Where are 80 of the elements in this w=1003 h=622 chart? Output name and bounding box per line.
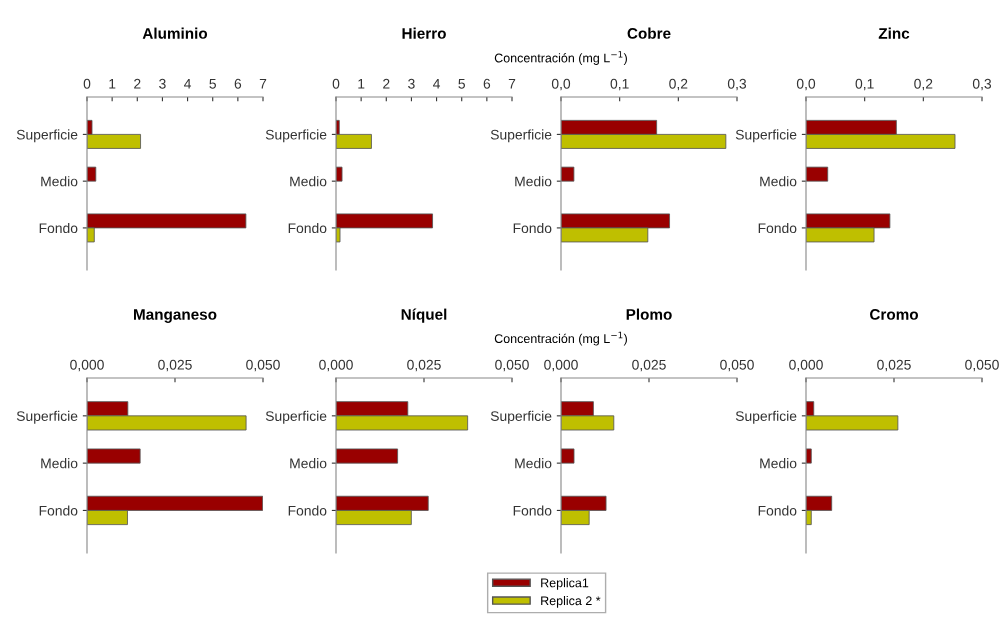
x-tick-label: 0,025: [407, 359, 441, 372]
bar: [561, 448, 575, 464]
bar: [336, 166, 343, 182]
x-tick-label: 0,025: [158, 359, 192, 372]
x-tick-label: 0,0: [551, 78, 571, 91]
chart-title: Hierro: [402, 27, 446, 39]
chart-title: Níquel: [401, 308, 447, 323]
x-tick-label: 0,1: [855, 78, 874, 91]
y-tick-label: Fondo: [513, 505, 552, 516]
x-tick-label: 0,2: [914, 78, 933, 91]
x-tick-label: 0,025: [877, 359, 911, 372]
x-tick-label: 0,3: [727, 78, 747, 91]
x-tick-label: 0,000: [70, 359, 104, 372]
x-axis-title: Concentración (mg L$^{−1}$): [494, 51, 627, 65]
y-tick-label: Fondo: [758, 505, 797, 516]
y-tick-label: Medio: [760, 176, 797, 187]
x-tick-label: 6: [234, 78, 242, 89]
y-tick-label: Fondo: [288, 222, 327, 234]
y-tick-label: Medio: [290, 458, 327, 469]
x-tick-label: 0,050: [720, 359, 754, 372]
legend-label: Replica1: [541, 578, 589, 590]
x-tick-label: 0,000: [544, 359, 578, 372]
y-tick-label: Superficie: [735, 129, 797, 143]
x-tick-label: 4: [184, 79, 192, 89]
y-tick-label: Superficie: [265, 129, 327, 143]
y-tick-label: Fondo: [513, 222, 552, 234]
bar: [806, 166, 829, 182]
x-tick-label: 0,0: [796, 78, 816, 91]
x-tick-label: 0: [83, 78, 91, 89]
chart-title: Aluminio: [142, 27, 208, 39]
x-tick-label: 0: [332, 78, 340, 89]
chart-title: Zinc: [878, 27, 910, 39]
y-tick-label: Fondo: [758, 222, 797, 234]
x-tick-label: 7: [259, 79, 267, 89]
x-tick-label: 2: [383, 78, 390, 89]
y-tick-label: Superficie: [16, 410, 78, 424]
x-tick-label: 4: [433, 79, 441, 89]
y-tick-label: Superficie: [490, 410, 552, 424]
bar: [87, 166, 97, 182]
y-tick-label: Medio: [515, 176, 552, 187]
bar: [87, 448, 141, 464]
y-tick-label: Superficie: [735, 410, 797, 424]
x-tick-label: 3: [159, 78, 166, 89]
y-tick-label: Superficie: [490, 129, 552, 143]
chart-title: Cobre: [627, 27, 671, 39]
x-tick-label: 7: [508, 79, 516, 89]
x-tick-label: 6: [483, 78, 491, 89]
y-tick-label: Superficie: [265, 410, 327, 424]
y-tick-label: Medio: [515, 458, 552, 469]
y-tick-label: Medio: [41, 176, 78, 187]
chart-title: Cromo: [870, 309, 919, 320]
x-tick-label: 2: [134, 78, 141, 89]
y-tick-label: Superficie: [16, 129, 78, 143]
x-tick-label: 0,000: [789, 359, 823, 372]
x-tick-label: 0,2: [669, 78, 688, 91]
x-tick-label: 0,050: [495, 359, 529, 372]
chart-title: Plomo: [626, 308, 672, 320]
x-tick-label: 5: [458, 79, 465, 89]
x-tick-label: 0,3: [972, 78, 992, 91]
x-tick-label: 1: [358, 79, 365, 89]
x-tick-label: 0,1: [610, 78, 629, 91]
y-tick-label: Fondo: [288, 505, 327, 516]
y-tick-label: Fondo: [39, 505, 78, 516]
x-tick-label: 0,025: [632, 359, 666, 372]
x-axis-title: Concentración (mg L$^{−1}$): [494, 331, 627, 346]
chart-title: Manganeso: [134, 309, 217, 323]
bar: [806, 448, 812, 464]
y-tick-label: Medio: [760, 458, 797, 469]
x-tick-label: 0,000: [319, 359, 353, 372]
x-tick-label: 0,050: [965, 359, 999, 372]
x-tick-label: 3: [408, 78, 415, 89]
bar: [336, 448, 399, 464]
y-tick-label: Medio: [41, 458, 78, 469]
y-tick-label: Medio: [290, 176, 327, 187]
bar: [561, 166, 575, 182]
y-tick-label: Fondo: [39, 222, 78, 234]
x-tick-label: 1: [109, 79, 116, 89]
legend-label: Replica 2 *: [541, 595, 601, 608]
x-tick-label: 5: [209, 79, 216, 89]
x-tick-label: 0,050: [246, 359, 280, 372]
